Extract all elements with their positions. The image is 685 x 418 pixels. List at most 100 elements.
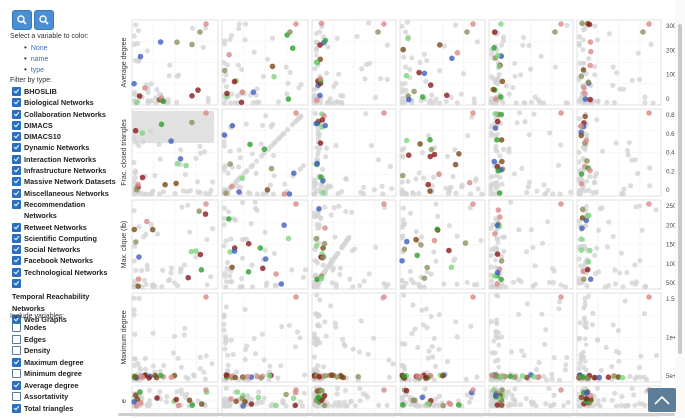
data-point [583, 25, 588, 31]
data-point [587, 39, 594, 45]
checkbox[interactable] [12, 98, 21, 108]
zoom-in-button[interactable] [12, 10, 32, 30]
color-option-type[interactable]: type [24, 65, 48, 76]
type-filter-checkbox-row[interactable]: Recommendation Networks [12, 199, 118, 222]
type-filter-checkbox-row[interactable]: Facebook Networks [12, 255, 118, 266]
data-point [577, 360, 583, 366]
type-filter-checkbox-row[interactable]: Social Networks [12, 244, 118, 255]
color-option-name[interactable]: name [24, 54, 49, 65]
data-point [414, 252, 421, 259]
data-point [526, 132, 532, 138]
checkbox[interactable] [12, 132, 21, 142]
type-filter-checkbox-row[interactable]: Dynamic Networks [12, 142, 118, 153]
horizontal-scrollbar[interactable] [118, 413, 675, 416]
checkbox[interactable] [12, 154, 21, 164]
data-point [236, 189, 242, 195]
data-point [443, 98, 449, 104]
checkbox[interactable] [12, 245, 21, 255]
data-point [293, 294, 299, 300]
data-point [341, 399, 348, 405]
type-filter-checkbox-row[interactable]: Retweet Networks [12, 222, 118, 233]
data-point [197, 29, 203, 35]
data-point [513, 100, 519, 106]
data-point [615, 328, 622, 334]
vertical-scrollbar-thumb[interactable] [678, 24, 682, 354]
brush-selection [132, 111, 214, 143]
checkbox[interactable] [12, 256, 21, 266]
data-point [240, 403, 246, 409]
include-var-checkbox-row[interactable]: Maximum degree [12, 357, 118, 369]
data-point [493, 333, 499, 339]
data-point [419, 94, 426, 100]
data-point [225, 362, 231, 368]
data-point [268, 124, 274, 130]
data-point [474, 39, 480, 45]
checkbox[interactable] [12, 233, 21, 243]
data-point [414, 403, 420, 409]
type-filter-checkbox-row[interactable]: DIMACS10 [12, 131, 118, 142]
checkbox[interactable] [12, 369, 21, 378]
include-var-checkbox-row[interactable]: Density [12, 345, 118, 357]
data-point [317, 92, 323, 99]
data-point [267, 363, 273, 369]
data-point [425, 132, 432, 139]
checkbox[interactable] [12, 279, 21, 289]
scroll-to-top-button[interactable] [648, 388, 676, 412]
data-point [354, 33, 360, 40]
checkbox[interactable] [12, 346, 21, 355]
data-point [497, 153, 503, 159]
type-filter-checkbox-row[interactable]: Collaboration Networks [12, 109, 118, 120]
type-filter-checkbox-row[interactable]: Massive Network Datasets [12, 176, 118, 187]
type-filter-checkbox-row[interactable]: BHOSLIB [12, 86, 118, 97]
checkbox[interactable] [12, 357, 21, 367]
data-point [157, 39, 164, 45]
data-point [508, 349, 514, 355]
color-option-none[interactable]: None [24, 43, 48, 54]
checkbox[interactable] [12, 403, 21, 413]
checkbox[interactable] [12, 334, 21, 344]
data-point [410, 302, 416, 308]
type-filter-checkbox-row[interactable]: Technological Networks [12, 267, 118, 278]
include-var-checkbox-row[interactable]: Assortativity [12, 391, 118, 403]
type-filter-checkbox-row[interactable]: Infrastructure Networks [12, 165, 118, 176]
include-var-checkbox-row[interactable]: Nodes [12, 322, 118, 334]
checkbox[interactable] [12, 166, 21, 176]
data-point [587, 276, 594, 283]
data-point [182, 394, 188, 400]
checkbox[interactable] [12, 177, 21, 187]
data-point [223, 163, 229, 169]
checkbox[interactable] [12, 109, 21, 119]
include-var-checkbox-row[interactable]: Minimum degree [12, 368, 118, 380]
type-filter-checkbox-row[interactable]: Temporal Reachability Networks [12, 278, 118, 314]
checkbox[interactable] [12, 199, 21, 209]
data-point [639, 227, 645, 233]
axis-tick-label: 1.5e [666, 296, 679, 303]
data-point [322, 204, 328, 210]
data-point [417, 141, 423, 147]
data-point [404, 19, 411, 25]
checkbox[interactable] [12, 188, 21, 198]
type-filter-checkbox-row[interactable]: Miscellaneous Networks [12, 188, 118, 199]
checkbox[interactable] [12, 143, 21, 153]
checkbox[interactable] [12, 380, 21, 390]
checkbox[interactable] [12, 87, 21, 96]
data-point [197, 354, 203, 360]
type-filter-checkbox-row[interactable]: Scientific Computing [12, 233, 118, 244]
type-filter-checkbox-row[interactable]: Biological Networks [12, 97, 118, 108]
checkbox[interactable] [12, 392, 21, 401]
include-var-checkbox-row[interactable]: Average degree [12, 380, 118, 392]
data-point [512, 73, 518, 79]
include-var-checkbox-row[interactable]: Edges [12, 334, 118, 346]
include-var-checkbox-row[interactable]: Total triangles [12, 403, 118, 415]
checkbox[interactable] [12, 222, 21, 232]
zoom-out-button[interactable] [34, 10, 54, 30]
data-point [205, 95, 211, 101]
checkbox[interactable] [12, 120, 21, 130]
checkbox[interactable] [12, 267, 21, 277]
type-filter-checkbox-row[interactable]: Interaction Networks [12, 154, 118, 165]
type-filter-checkbox-row[interactable]: DIMACS [12, 120, 118, 131]
data-point [512, 374, 518, 380]
data-point [403, 387, 410, 394]
checkbox[interactable] [12, 323, 21, 332]
